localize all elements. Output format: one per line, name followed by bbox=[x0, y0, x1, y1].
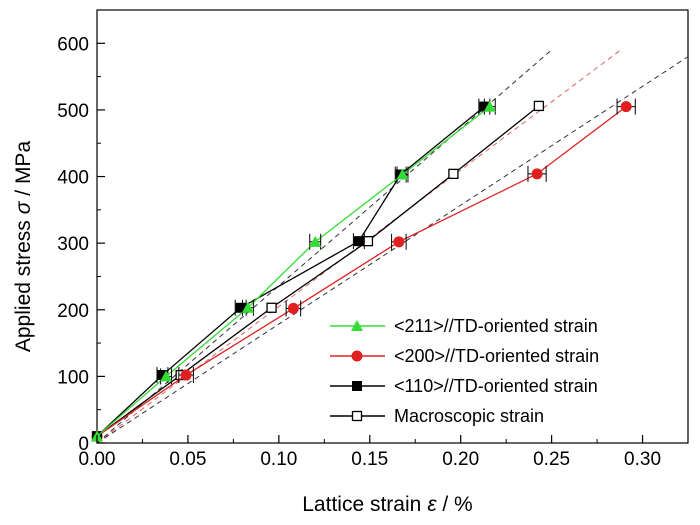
legend-label: <211>//TD-oriented strain bbox=[394, 316, 598, 336]
x-tick-label: 0.25 bbox=[533, 449, 570, 470]
data-point-marker bbox=[241, 301, 254, 313]
data-series bbox=[91, 98, 636, 442]
data-point-marker bbox=[353, 236, 364, 247]
y-tick-label: 400 bbox=[57, 168, 89, 189]
y-axis-title-text: Applied stress bbox=[12, 220, 35, 352]
legend-item: Macroscopic strain bbox=[330, 406, 544, 426]
plot-area bbox=[96, 9, 689, 444]
y-tick-label: 0 bbox=[78, 434, 89, 455]
y-axis: 0 100 200 300 400 500 600 bbox=[57, 34, 105, 455]
data-point-marker bbox=[309, 235, 322, 247]
fit-line bbox=[96, 56, 689, 444]
legend-label: <110>//TD-oriented strain bbox=[394, 376, 598, 396]
data-point-marker bbox=[533, 100, 545, 112]
y-axis-title-unit: / MPa bbox=[12, 141, 35, 202]
x-axis-title-unit: / % bbox=[437, 493, 473, 516]
series-line bbox=[96, 105, 540, 437]
series-line bbox=[96, 106, 627, 437]
data-point-marker bbox=[483, 100, 496, 112]
legend-marker bbox=[351, 320, 363, 331]
data-point-marker bbox=[448, 168, 459, 180]
x-tick-label: 0.15 bbox=[351, 449, 388, 470]
x-axis-title: Lattice strain ε / % bbox=[302, 493, 472, 516]
data-point-marker bbox=[393, 236, 405, 248]
data-point-marker bbox=[235, 302, 246, 313]
y-axis-title-symbol: σ bbox=[12, 200, 35, 214]
y-tick-label: 200 bbox=[57, 301, 89, 322]
legend-item: <110>//TD-oriented strain bbox=[330, 376, 598, 396]
y-axis-title: Applied stress σ / MPa bbox=[12, 141, 35, 353]
y-tick-label: 600 bbox=[57, 34, 89, 55]
series-0 bbox=[91, 98, 496, 442]
fit-line bbox=[96, 49, 552, 444]
legend-label: Macroscopic strain bbox=[394, 406, 544, 426]
y-tick-label: 300 bbox=[57, 234, 89, 255]
data-point-marker bbox=[266, 302, 277, 313]
x-tick-label: 0.30 bbox=[624, 449, 661, 470]
data-point-marker bbox=[396, 168, 409, 180]
data-point-marker bbox=[157, 370, 168, 381]
x-tick-label: 0.20 bbox=[442, 449, 479, 470]
series-1 bbox=[91, 98, 636, 442]
x-axis: 0.00 0.05 0.10 0.15 0.20 0.25 0.30 bbox=[79, 435, 689, 470]
y-tick-label: 500 bbox=[57, 101, 89, 122]
data-point-marker bbox=[620, 101, 632, 113]
data-point-marker bbox=[180, 369, 192, 381]
plot-frame bbox=[96, 9, 689, 444]
legend-marker bbox=[351, 410, 363, 422]
x-tick-label: 0.00 bbox=[79, 449, 116, 470]
legend-item: <200>//TD-oriented strain bbox=[330, 346, 599, 366]
x-axis-title-symbol: ε bbox=[427, 493, 437, 516]
x-tick-label: 0.05 bbox=[169, 449, 206, 470]
series-line bbox=[96, 106, 491, 437]
data-point-marker bbox=[160, 370, 173, 382]
series-line bbox=[96, 106, 485, 437]
y-tick-label: 100 bbox=[57, 367, 89, 388]
legend-label: <200>//TD-oriented strain bbox=[394, 346, 599, 366]
data-point-marker bbox=[531, 168, 543, 180]
x-tick-label: 0.10 bbox=[260, 449, 297, 470]
legend-marker bbox=[352, 381, 362, 391]
x-axis-title-text: Lattice strain bbox=[302, 493, 421, 516]
legend-item: <211>//TD-oriented strain bbox=[330, 316, 598, 336]
legend-marker bbox=[351, 350, 363, 362]
data-point-marker bbox=[287, 302, 299, 314]
legend: <211>//TD-oriented strain <200>//TD-orien… bbox=[330, 316, 599, 426]
